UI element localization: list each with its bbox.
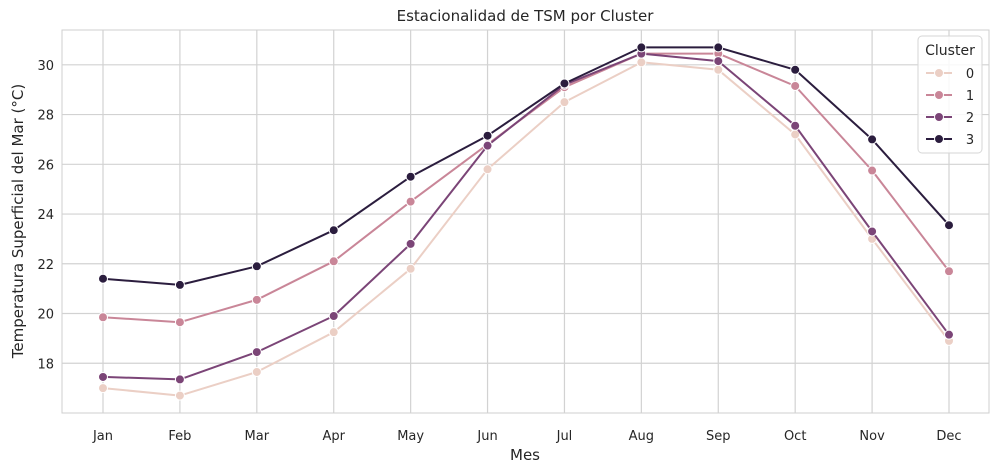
data-point (482, 140, 493, 151)
legend-label: 3 (966, 133, 974, 148)
legend: Cluster 0 1 2 3 (917, 35, 983, 154)
x-tick-labels: Jan Feb Mar Apr May Jun Jul Aug Sep Oct Nov Dec (92, 429, 962, 444)
x-tick-label: Jan (92, 429, 113, 444)
y-tick-label: 26 (37, 158, 54, 173)
data-point (328, 225, 339, 236)
x-tick-label: Jul (556, 429, 573, 444)
x-tick-label: Feb (168, 429, 191, 444)
data-point (405, 238, 416, 249)
x-tick-label: Apr (322, 429, 345, 444)
y-tick-label: 22 (37, 258, 54, 273)
legend-items: 0 1 2 3 (926, 67, 974, 148)
data-point (328, 256, 339, 267)
data-point (405, 196, 416, 207)
data-point (405, 171, 416, 182)
data-point (328, 327, 339, 338)
data-point (98, 312, 108, 323)
data-point (559, 97, 570, 108)
data-point (790, 80, 801, 91)
data-point (251, 294, 262, 305)
legend-marker (934, 68, 944, 78)
series-3 (98, 42, 954, 290)
legend-marker (934, 90, 944, 100)
series-line (102, 52, 950, 381)
y-tick-label: 18 (37, 357, 54, 372)
data-point (482, 130, 493, 141)
data-point (174, 317, 185, 328)
x-tick-label: Oct (784, 429, 806, 444)
y-tick-label: 24 (37, 208, 54, 223)
x-tick-label: Nov (859, 429, 885, 444)
legend-title: Cluster (925, 43, 975, 59)
data-point (944, 266, 954, 277)
x-tick-label: Dec (936, 429, 961, 444)
y-tick-label: 20 (37, 308, 54, 323)
data-point (98, 383, 108, 394)
chart-title: Estacionalidad de TSM por Cluster (397, 7, 655, 25)
legend-item: 2 (926, 111, 974, 126)
data-point (636, 42, 647, 53)
x-axis-title: Mes (510, 446, 540, 464)
data-point (790, 120, 801, 131)
data-point (251, 261, 262, 272)
data-point (944, 220, 954, 231)
y-tick-label: 30 (37, 59, 54, 74)
data-point (944, 329, 954, 340)
data-point (251, 347, 262, 358)
data-point (867, 226, 878, 237)
data-point (636, 57, 647, 68)
data-point (790, 64, 801, 75)
y-axis-title: Temperatura Superficial del Mar (°C) (9, 84, 27, 359)
x-tick-label: Aug (629, 429, 654, 444)
data-point (405, 263, 416, 274)
data-point (174, 374, 185, 385)
data-point (98, 371, 108, 382)
y-tick-labels: 18 20 22 24 26 28 30 (37, 59, 54, 372)
x-tick-label: Mar (245, 429, 270, 444)
data-point (174, 390, 185, 401)
plot-area (61, 29, 990, 414)
legend-item: 3 (926, 133, 974, 148)
legend-label: 0 (966, 67, 974, 82)
legend-marker (934, 112, 944, 122)
series-line (102, 61, 950, 397)
data-point (328, 311, 339, 322)
series-0 (98, 57, 954, 401)
x-tick-label: Jun (476, 429, 497, 444)
data-point (713, 42, 724, 53)
data-point (867, 165, 878, 176)
data-point (251, 366, 262, 377)
y-tick-label: 28 (37, 109, 54, 124)
legend-item: 1 (926, 89, 974, 104)
data-point (174, 279, 185, 290)
series-2 (98, 48, 954, 385)
x-tick-label: May (397, 429, 424, 444)
legend-label: 1 (966, 89, 974, 104)
data-point (559, 78, 570, 89)
x-tick-label: Sep (706, 429, 731, 444)
data-point (867, 134, 878, 145)
data-point (713, 56, 724, 67)
data-point (482, 164, 493, 175)
legend-item: 0 (926, 67, 974, 82)
legend-label: 2 (966, 111, 974, 126)
series-layer (98, 42, 954, 401)
series-line (102, 46, 950, 286)
legend-marker (934, 134, 944, 144)
data-point (98, 273, 108, 284)
data-point (713, 64, 724, 75)
